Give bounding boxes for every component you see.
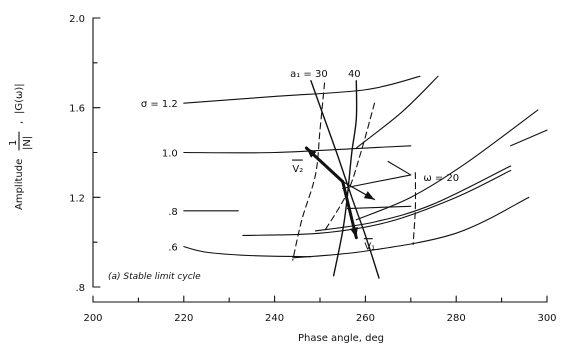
x-ticks: 200 220 240 260 280 300 bbox=[83, 295, 557, 324]
vector-v1-label: V₁ bbox=[364, 242, 375, 253]
y-tick-label: .8 bbox=[75, 283, 85, 294]
sigma-curve bbox=[183, 246, 312, 258]
x-tick-label: 300 bbox=[537, 313, 556, 324]
omega-curves bbox=[242, 75, 548, 259]
vector-v2-head bbox=[306, 148, 317, 158]
omega-pointer bbox=[342, 160, 412, 189]
sigma-label: σ = 1.2 bbox=[141, 99, 178, 110]
y-ticks: .8 1.2 1.6 2.0 bbox=[69, 14, 101, 294]
sigma-label: .6 bbox=[168, 243, 178, 254]
y-tick-label: 1.2 bbox=[69, 193, 85, 204]
y-label-g: |G(ω)| bbox=[14, 83, 25, 114]
sigma-label: 1.0 bbox=[162, 149, 178, 160]
x-tick-label: 220 bbox=[174, 313, 193, 324]
sigma-curve bbox=[183, 75, 421, 104]
omega-curve bbox=[314, 165, 512, 232]
dashed-line bbox=[323, 102, 376, 232]
omega-curve bbox=[346, 205, 412, 210]
x-tick-label: 240 bbox=[265, 313, 284, 324]
sigma-curve bbox=[183, 145, 412, 154]
vector-arrow-head bbox=[363, 191, 375, 200]
vectors bbox=[304, 146, 376, 240]
x-tick-label: 260 bbox=[356, 313, 375, 324]
dashed-line bbox=[292, 82, 326, 261]
y-label-sep: , bbox=[14, 121, 25, 124]
sigma-label: .8 bbox=[168, 207, 178, 218]
caption: (a) Stable limit cycle bbox=[108, 272, 201, 282]
y-tick-label: 2.0 bbox=[69, 14, 85, 25]
omega-curve bbox=[292, 196, 530, 259]
omega-label: ω = 20 bbox=[423, 173, 459, 184]
amplitude-line bbox=[332, 80, 358, 277]
vector-v2-label: V₂ bbox=[292, 164, 303, 175]
sigma-curves bbox=[183, 75, 421, 258]
amplitude-label: 40 bbox=[348, 69, 361, 80]
vector-v1-head bbox=[350, 227, 358, 238]
y-label-frac-num: 1 bbox=[8, 140, 19, 146]
omega-curve bbox=[510, 129, 548, 147]
curve-labels: σ = 1.2 1.0 .8 .6 a₁ = 30 40 ω = 20 V₂ V₁ bbox=[141, 69, 459, 254]
dashed-lines bbox=[292, 82, 417, 261]
amplitude-label: a₁ = 30 bbox=[290, 69, 328, 80]
x-tick-label: 280 bbox=[447, 313, 466, 324]
y-label-frac-den: |N| bbox=[22, 136, 33, 150]
y-axis-label: Amplitude 1 |N| , |G(ω)| bbox=[8, 83, 33, 210]
omega-curve bbox=[355, 75, 439, 149]
y-tick-label: 1.6 bbox=[69, 104, 85, 115]
omega-curve bbox=[242, 169, 512, 236]
x-axis-label: Phase angle, deg bbox=[298, 333, 384, 344]
x-tick-label: 200 bbox=[83, 313, 102, 324]
y-label-amplitude: Amplitude bbox=[14, 159, 25, 210]
dashed-line bbox=[412, 172, 417, 245]
omega-curve bbox=[355, 109, 539, 221]
